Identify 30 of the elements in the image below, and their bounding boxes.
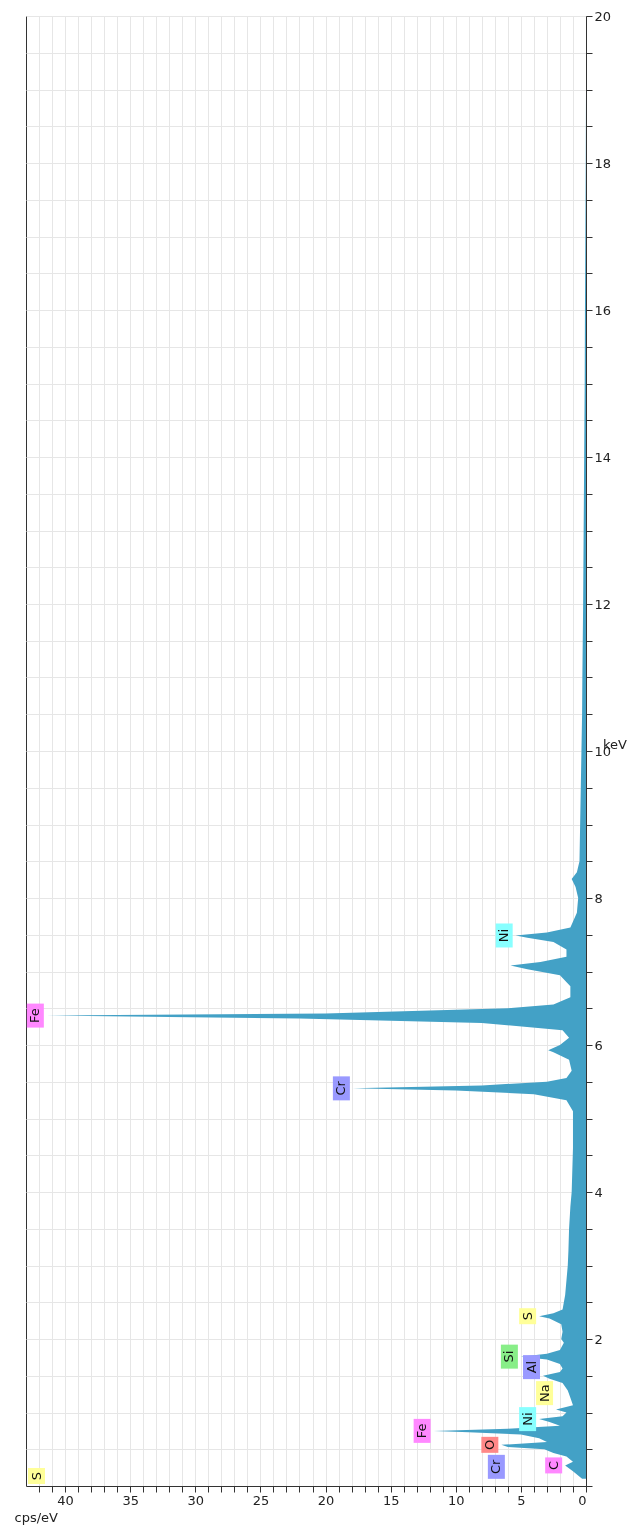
- y-tick-label: 16: [594, 302, 612, 318]
- annotation: Cr: [333, 1080, 349, 1096]
- x-tick-label: 5: [517, 1492, 526, 1508]
- y-tick-label: 2: [594, 1331, 603, 1347]
- annotation: Si: [501, 1350, 517, 1363]
- annotation: C: [545, 1460, 561, 1470]
- x-tick-label: 35: [122, 1492, 139, 1508]
- annotation: S: [519, 1312, 535, 1321]
- y-tick-label: 4: [594, 1184, 603, 1200]
- y-tick-label: 18: [594, 155, 612, 171]
- x-tick-label: 10: [447, 1492, 465, 1508]
- annotation: Na: [536, 1384, 552, 1402]
- annotation: Al: [523, 1360, 539, 1374]
- y-tick-label: 6: [594, 1037, 603, 1053]
- y-tick-label: 8: [594, 890, 603, 906]
- annotation: Ni: [496, 928, 512, 943]
- x-axis-title: cps/eV: [14, 1509, 59, 1525]
- x-tick-label: 30: [187, 1492, 205, 1508]
- y-tick-label: 14: [594, 449, 612, 465]
- x-tick-label: 15: [382, 1492, 400, 1508]
- x-tick-label: 20: [317, 1492, 335, 1508]
- y-tick-label: 12: [594, 596, 612, 612]
- annotation: Fe: [414, 1423, 430, 1439]
- x-tick-label: 40: [57, 1492, 74, 1508]
- x-tick-label: 25: [252, 1492, 270, 1508]
- annotation: Fe: [27, 1008, 43, 1023]
- annotation: Cr: [488, 1458, 504, 1475]
- y-tick-label: 20: [594, 8, 612, 24]
- annotation: Ni: [519, 1412, 535, 1426]
- x-tick-label: 0: [578, 1492, 587, 1508]
